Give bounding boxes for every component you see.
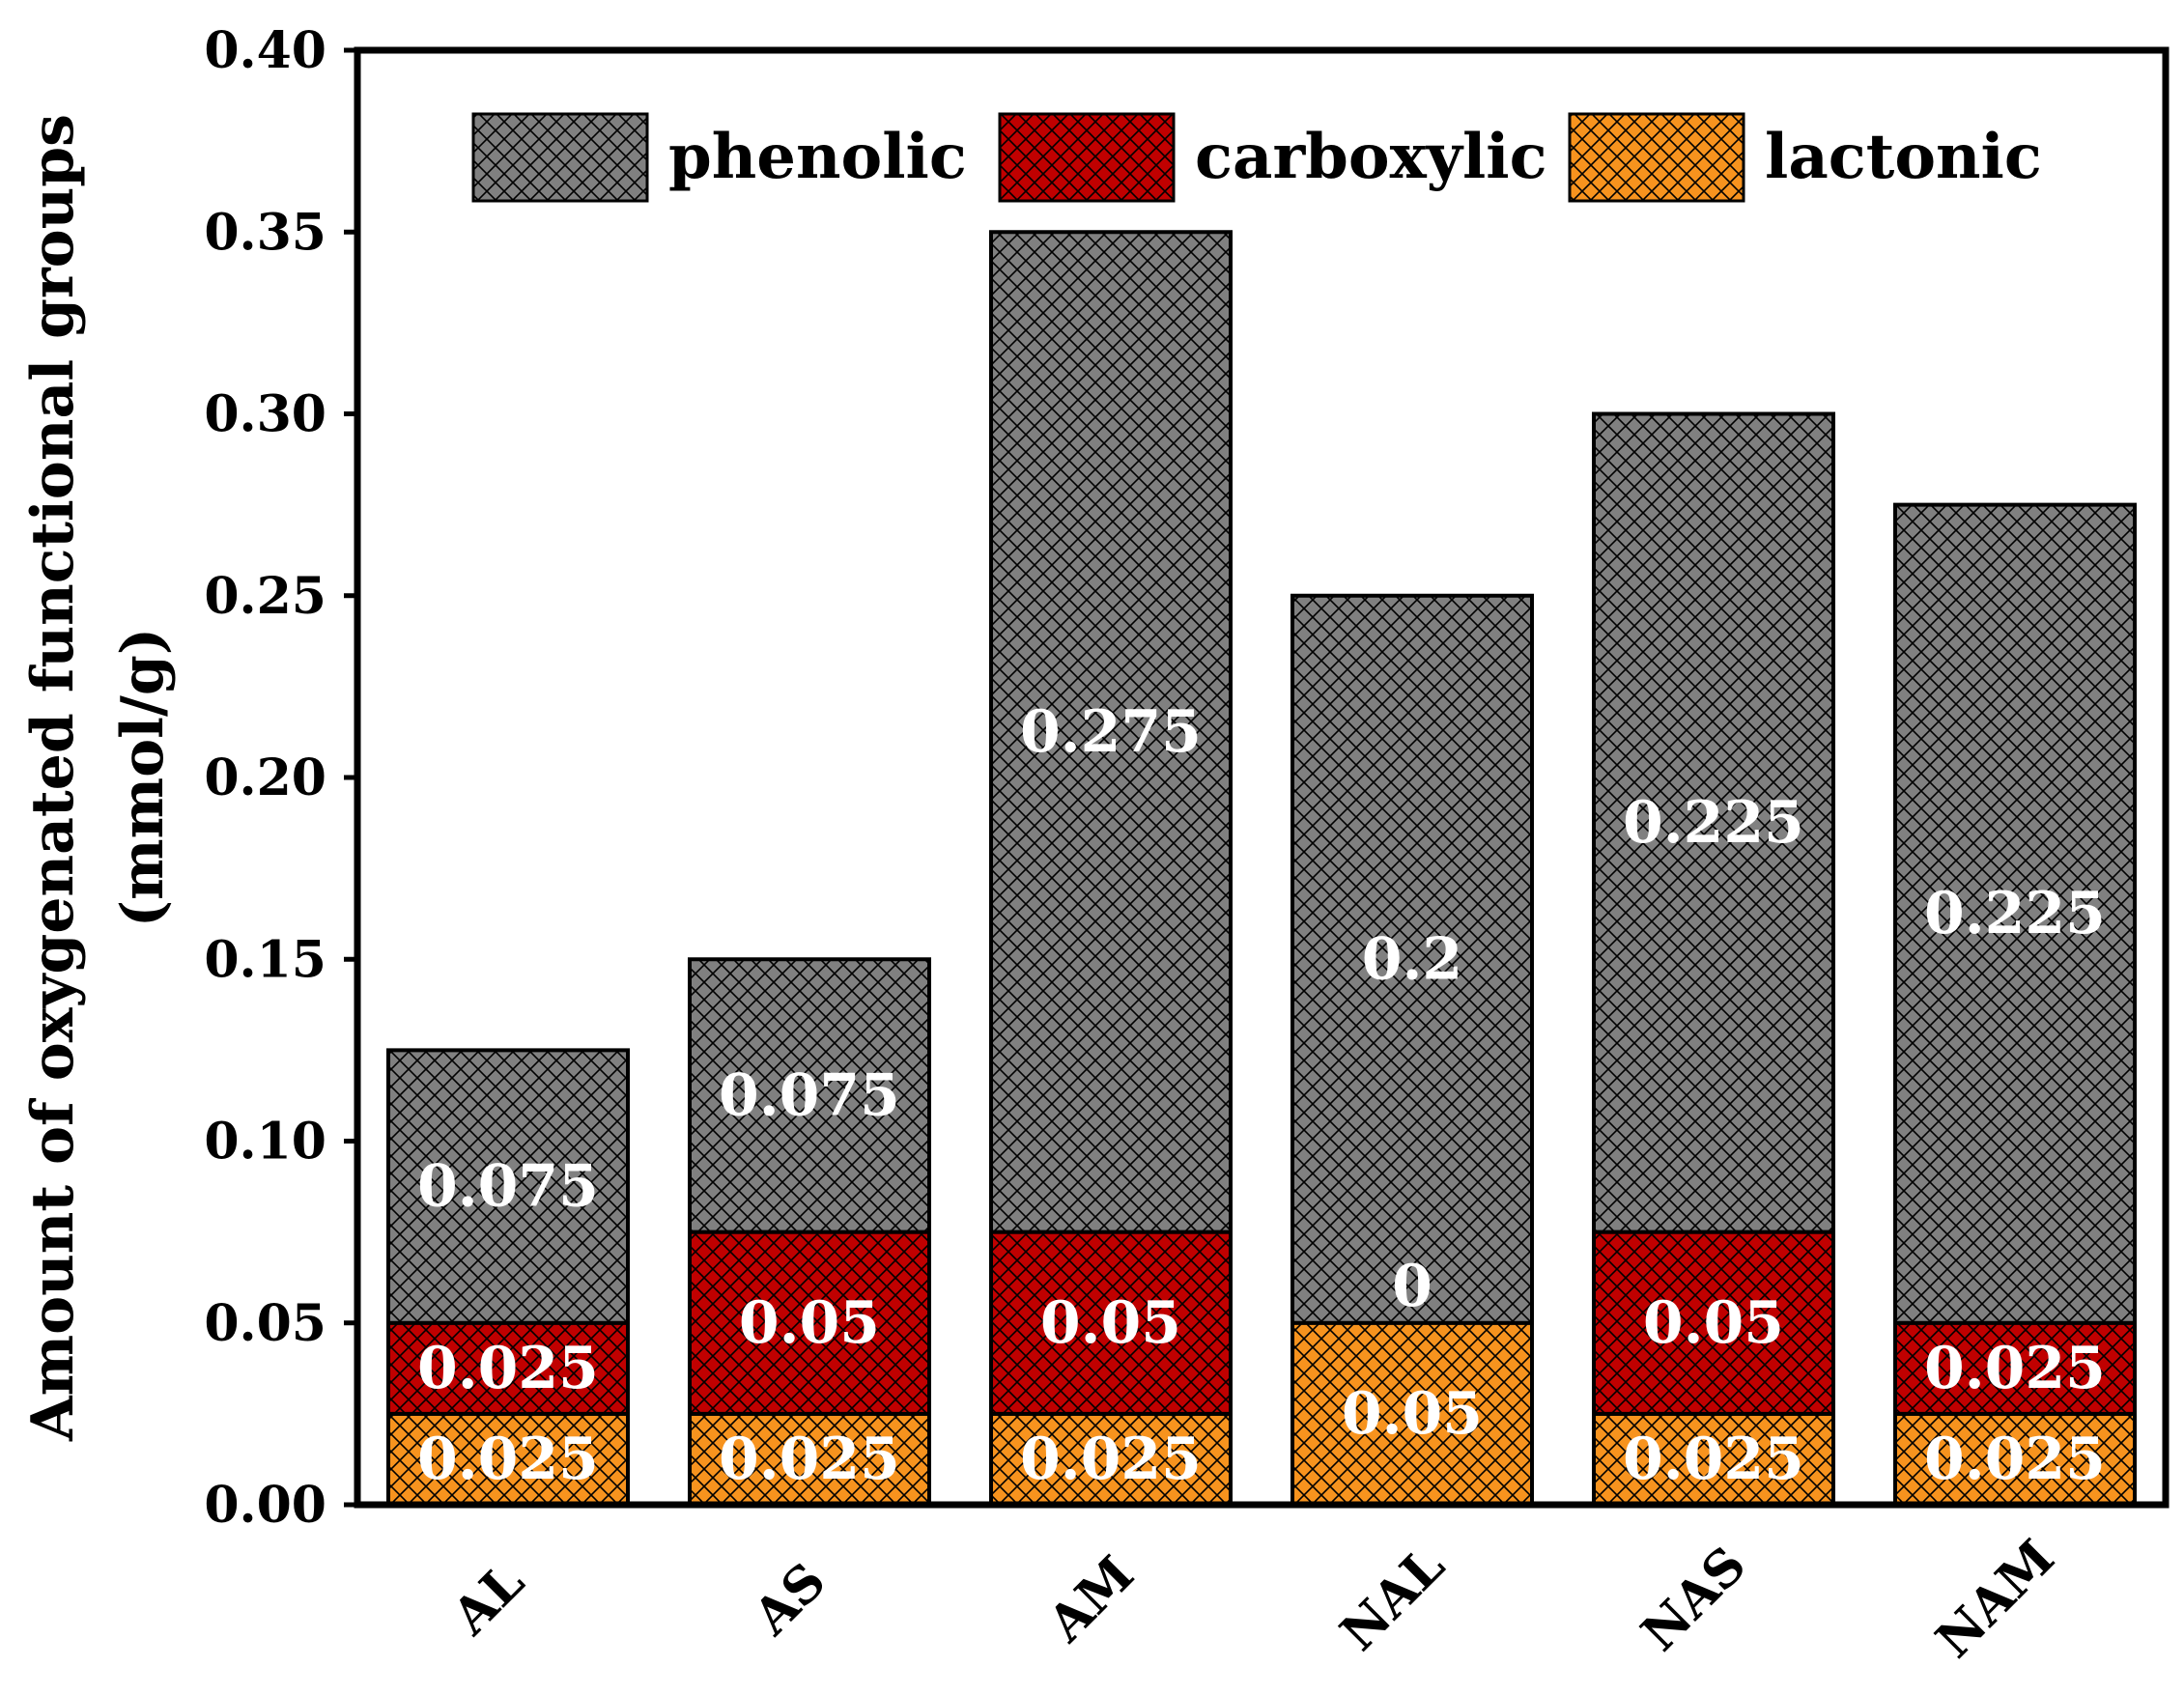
bar-al-carboxylic <box>386 1320 630 1416</box>
x-tick-label-nam: NAM <box>1925 1529 2066 1670</box>
data-label-as-carboxylic: 0.05 <box>739 1289 880 1357</box>
legend-swatch-carboxylic <box>998 112 1176 203</box>
data-label-nam-carboxylic: 0.025 <box>1924 1335 2106 1402</box>
y-tick-label-0-00: 0.00 <box>204 1476 326 1535</box>
y-tick-label-0-35: 0.35 <box>204 203 326 262</box>
bar-as-lactonic <box>688 1411 931 1507</box>
y-tick-label-0-20: 0.20 <box>204 749 326 807</box>
data-label-al-carboxylic: 0.025 <box>417 1335 599 1402</box>
data-label-nal-phenolic: 0.2 <box>1362 925 1462 993</box>
bar-nam-phenolic <box>1893 502 2137 1325</box>
x-tick-label-al: AL <box>440 1552 535 1647</box>
data-label-nam-lactonic: 0.025 <box>1924 1426 2106 1493</box>
data-labels-layer: 0.025 0.025 0.075 0.025 0.05 0.075 0.025 0.05 0.… <box>417 698 2106 1493</box>
bar-as-phenolic <box>688 957 931 1234</box>
data-label-nas-carboxylic: 0.05 <box>1643 1289 1784 1357</box>
bar-al-phenolic <box>386 1048 630 1325</box>
legend-swatch-lactonic <box>1568 112 1745 203</box>
legend: phenolic carboxylic lactonic <box>471 112 2042 203</box>
bar-am-phenolic <box>989 230 1233 1234</box>
bar-nal-lactonic <box>1291 1320 1534 1507</box>
data-label-am-lactonic: 0.025 <box>1020 1426 1202 1493</box>
bar-nam-carboxylic <box>1893 1320 2137 1416</box>
y-tick-label-0-30: 0.30 <box>204 385 326 444</box>
legend-swatch-phenolic <box>471 112 649 203</box>
data-label-al-lactonic: 0.025 <box>417 1426 599 1493</box>
x-tick-label-am: AM <box>1036 1544 1146 1653</box>
legend-label-lactonic: lactonic <box>1765 121 2042 193</box>
y-tick-label-0-25: 0.25 <box>204 567 326 626</box>
data-label-am-phenolic: 0.275 <box>1020 698 1202 766</box>
bar-nas-lactonic <box>1592 1411 1835 1507</box>
bar-as-carboxylic <box>688 1229 931 1416</box>
x-tick-label-as: AS <box>742 1552 837 1648</box>
bar-nas-phenolic <box>1592 411 1835 1234</box>
bars-layer <box>386 230 2137 1507</box>
data-label-nas-lactonic: 0.025 <box>1623 1426 1804 1493</box>
y-axis-title-line-2: (mmol/g) <box>109 628 177 927</box>
y-tick-label-0-10: 0.10 <box>204 1113 326 1172</box>
y-tick-label-0-15: 0.15 <box>204 930 326 989</box>
legend-label-carboxylic: carboxylic <box>1195 121 1547 193</box>
data-label-as-phenolic: 0.075 <box>719 1061 900 1129</box>
bar-nal-phenolic <box>1291 593 1534 1325</box>
bar-nas-carboxylic <box>1592 1229 1835 1416</box>
data-label-nal-lactonic: 0.05 <box>1342 1380 1483 1448</box>
data-label-as-lactonic: 0.025 <box>719 1426 900 1493</box>
y-tick-label-0-40: 0.40 <box>204 21 326 80</box>
data-label-nal-carboxylic: 0 <box>1392 1253 1432 1320</box>
legend-label-phenolic: phenolic <box>668 121 967 193</box>
x-tick-label-nal: NAL <box>1329 1536 1456 1662</box>
bar-am-carboxylic <box>989 1229 1233 1416</box>
data-label-nas-phenolic: 0.225 <box>1623 789 1804 857</box>
x-tick-label-nas: NAS <box>1631 1536 1758 1663</box>
y-axis-title-line-1: Amount of oxygenated functional groups <box>19 114 87 1442</box>
data-label-nam-phenolic: 0.225 <box>1924 880 2106 947</box>
data-label-am-carboxylic: 0.05 <box>1040 1289 1181 1357</box>
data-label-al-phenolic: 0.075 <box>417 1153 599 1221</box>
y-tick-label-0-05: 0.05 <box>204 1294 326 1353</box>
bar-al-lactonic <box>386 1411 630 1507</box>
